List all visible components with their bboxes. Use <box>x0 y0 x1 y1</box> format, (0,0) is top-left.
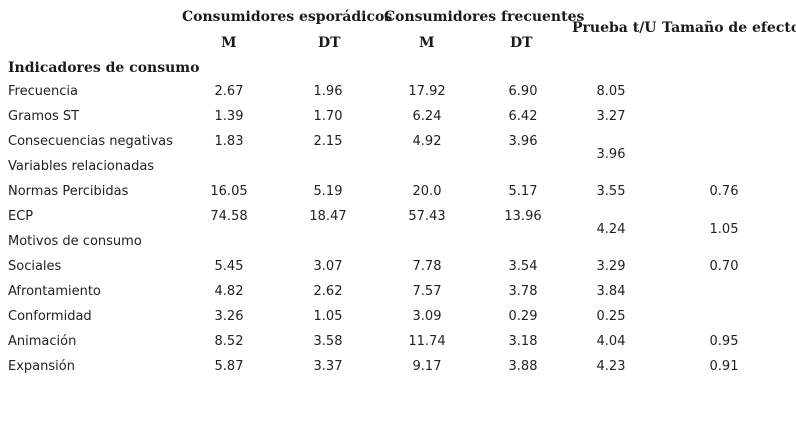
cell-m1: 2.67 <box>214 84 244 99</box>
row-label: Afrontamiento <box>8 284 101 299</box>
cell-m1: 3.26 <box>214 309 244 324</box>
cell-m1: 5.87 <box>214 359 244 374</box>
section-indicadores: Indicadores de consumo <box>8 60 200 76</box>
cell-test: 3.55 <box>596 184 626 199</box>
cell-dt1: 18.47 <box>309 209 347 224</box>
cell-m1: 1.39 <box>214 109 244 124</box>
row-label: Expansión <box>8 359 75 374</box>
cell-dt2: 0.29 <box>508 309 538 324</box>
cell-dt2: 3.18 <box>508 334 538 349</box>
cell-m1: 5.45 <box>214 259 244 274</box>
cell-m1: 16.05 <box>210 184 248 199</box>
cell-dt2: 5.17 <box>508 184 538 199</box>
cell-test: 4.23 <box>596 359 626 374</box>
header-group-esporadicos: Consumidores esporádicos <box>182 9 393 25</box>
cell-dt2: 3.96 <box>508 134 538 149</box>
header-dt-frecuentes: DT <box>510 35 533 51</box>
cell-effect: 0.76 <box>709 184 739 199</box>
cell-dt1: 3.37 <box>313 359 343 374</box>
cell-test: 4.24 <box>596 222 626 237</box>
row-label: Sociales <box>8 259 62 274</box>
cell-m2: 20.0 <box>412 184 442 199</box>
cell-dt2: 3.54 <box>508 259 538 274</box>
cell-m1: 74.58 <box>210 209 248 224</box>
header-prueba: Prueba t/U <box>572 20 657 36</box>
cell-dt2: 3.88 <box>508 359 538 374</box>
cell-m2: 3.09 <box>412 309 442 324</box>
cell-effect: 1.05 <box>709 222 739 237</box>
cell-test: 3.27 <box>596 109 626 124</box>
cell-m2: 11.74 <box>408 334 446 349</box>
cell-m2: 7.57 <box>412 284 442 299</box>
cell-dt1: 3.58 <box>313 334 343 349</box>
cell-effect: 0.91 <box>709 359 739 374</box>
cell-test: 8.05 <box>596 84 626 99</box>
cell-dt2: 3.78 <box>508 284 538 299</box>
cell-dt1: 1.96 <box>313 84 343 99</box>
row-label: Normas Percibidas <box>8 184 129 199</box>
cell-dt2: 13.96 <box>504 209 542 224</box>
header-tamano-efecto: Tamaño de efecto <box>662 20 796 36</box>
cell-test: 3.84 <box>596 284 626 299</box>
row-label: Consecuencias negativas <box>8 134 173 149</box>
cell-m2: 7.78 <box>412 259 442 274</box>
cell-dt1: 2.15 <box>313 134 343 149</box>
cell-effect: 0.95 <box>709 334 739 349</box>
row-label: Frecuencia <box>8 84 78 99</box>
row-label: Conformidad <box>8 309 92 324</box>
cell-m1: 8.52 <box>214 334 244 349</box>
row-label: Animación <box>8 334 77 349</box>
row-label: Variables relacionadas <box>8 159 155 174</box>
cell-dt2: 6.90 <box>508 84 538 99</box>
cell-m2: 9.17 <box>412 359 442 374</box>
row-label: Motivos de consumo <box>8 234 142 249</box>
cell-dt1: 3.07 <box>313 259 343 274</box>
cell-m1: 4.82 <box>214 284 244 299</box>
cell-dt2: 6.42 <box>508 109 538 124</box>
cell-test: 0.25 <box>596 309 626 324</box>
header-group-frecuentes: Consumidores frecuentes <box>384 9 585 25</box>
cell-effect: 0.70 <box>709 259 739 274</box>
cell-dt1: 1.70 <box>313 109 343 124</box>
cell-test: 3.96 <box>596 147 626 162</box>
header-m-esporadicos: M <box>221 35 237 51</box>
row-label: ECP <box>8 209 34 224</box>
cell-m1: 1.83 <box>214 134 244 149</box>
cell-m2: 57.43 <box>408 209 446 224</box>
cell-test: 3.29 <box>596 259 626 274</box>
cell-m2: 17.92 <box>408 84 446 99</box>
header-m-frecuentes: M <box>419 35 435 51</box>
cell-m2: 4.92 <box>412 134 442 149</box>
header-dt-esporadicos: DT <box>318 35 341 51</box>
cell-dt1: 2.62 <box>313 284 343 299</box>
cell-m2: 6.24 <box>412 109 442 124</box>
cell-dt1: 5.19 <box>313 184 343 199</box>
row-label: Gramos ST <box>8 109 80 124</box>
cell-test: 4.04 <box>596 334 626 349</box>
cell-dt1: 1.05 <box>313 309 343 324</box>
